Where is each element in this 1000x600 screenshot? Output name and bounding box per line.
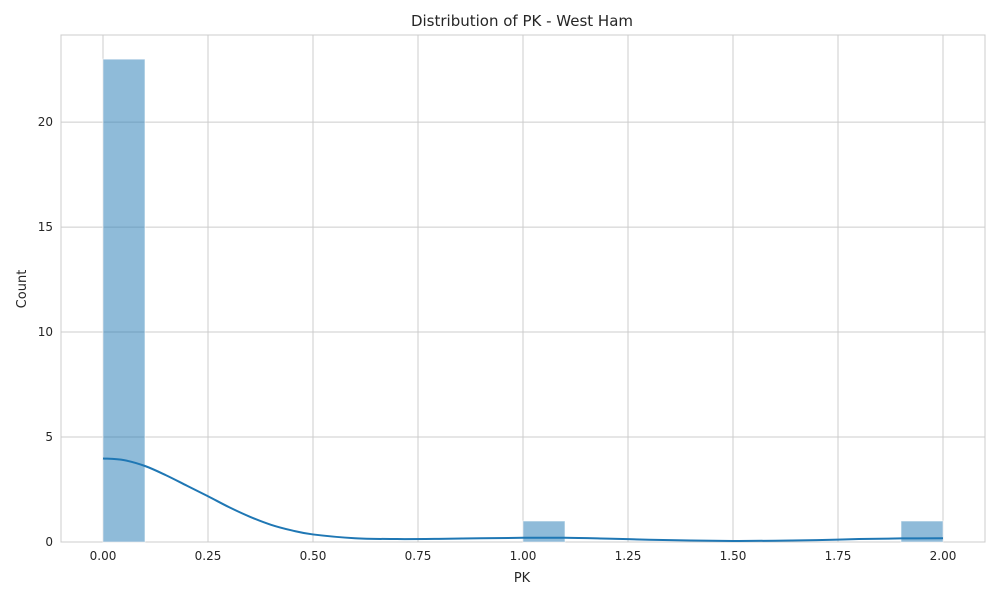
x-tick-label: 0.50 (300, 549, 327, 563)
histogram-bar (102, 58, 146, 543)
x-axis-label: PK (514, 571, 531, 586)
kde-curve-group (102, 457, 944, 542)
chart-title: Distribution of PK - West Ham (411, 12, 633, 30)
x-tick-label: 1.00 (510, 549, 537, 563)
x-axis-ticks: 0.00 0.25 0.50 0.75 1.00 1.25 1.50 1.75 2.00 (90, 549, 957, 563)
y-tick-label: 5 (45, 430, 53, 444)
x-tick-label: 1.25 (615, 549, 642, 563)
histogram-bars (102, 58, 944, 543)
x-tick-label: 0.75 (405, 549, 432, 563)
x-tick-label: 1.75 (825, 549, 852, 563)
y-axis-label: Count (15, 270, 30, 309)
x-tick-label: 0.25 (195, 549, 222, 563)
y-tick-label: 0 (45, 535, 53, 549)
histogram-bar (900, 520, 944, 543)
x-tick-label: 1.50 (720, 549, 747, 563)
kde-curve (102, 457, 944, 542)
y-tick-label: 20 (38, 115, 53, 129)
y-tick-label: 15 (38, 220, 53, 234)
x-tick-label: 0.00 (90, 549, 117, 563)
y-axis-ticks: 0 5 10 15 20 (38, 115, 53, 549)
histogram-bar (522, 520, 566, 543)
x-tick-label: 2.00 (930, 549, 957, 563)
y-tick-label: 10 (38, 325, 53, 339)
